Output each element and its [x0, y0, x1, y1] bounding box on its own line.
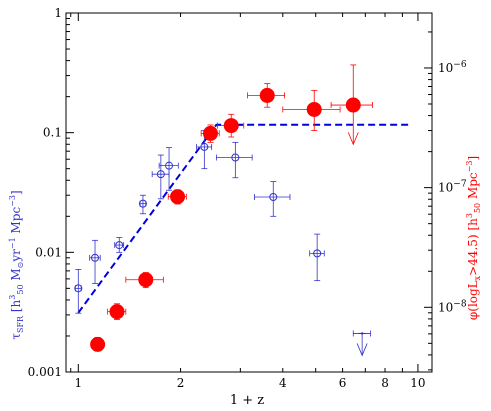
x-axis-label: 1 + z	[230, 393, 264, 408]
y-tick-label-left: 0.001	[28, 365, 62, 379]
qso-data-point	[202, 125, 218, 141]
y-tick-label-right: 10−7	[438, 180, 467, 195]
y-tick-label-left: 0.1	[43, 126, 62, 140]
qso-data-point	[306, 101, 322, 117]
upper-limit-arrow-head	[347, 132, 359, 146]
sfr-data-point	[313, 249, 322, 258]
y-tick-label-right: 10−6	[438, 60, 467, 75]
x-tick-label: 4	[279, 376, 287, 390]
chart-marks	[74, 64, 409, 357]
x-tick-label: 8	[381, 376, 389, 390]
model-dashed-line	[77, 123, 409, 314]
sfr-data-point	[360, 332, 364, 335]
qso-data-point	[90, 336, 106, 352]
sfr-data-point	[165, 161, 174, 170]
y-axis-label-left: τSFR [h350 M⊙yr−1 Mpc−3]	[8, 190, 25, 339]
x-tick-label: 1	[74, 376, 82, 390]
sfr-data-point	[231, 153, 240, 162]
x-tick-label: 6	[339, 376, 347, 390]
sfr-data-point	[200, 142, 209, 151]
qso-data-point	[259, 87, 275, 103]
upper-limit-arrow-head	[356, 343, 368, 357]
sfr-data-point	[156, 170, 165, 179]
qso-data-point	[170, 189, 186, 205]
sfr-data-point	[138, 199, 147, 208]
y-tick-label-left: 0.01	[35, 245, 62, 259]
sfr-data-point	[269, 192, 278, 201]
qso-data-point	[223, 118, 239, 134]
axis-ticks	[66, 12, 432, 373]
y-tick-label-right: 10−8	[438, 299, 467, 314]
qso-data-point	[109, 304, 125, 320]
x-tick-label: 2	[177, 376, 185, 390]
y-axis-label-right: φ(logLx>44.5) [h350 Mpc−3]	[465, 156, 482, 320]
x-tick-label: 10	[410, 376, 425, 390]
sfr-data-point	[74, 284, 83, 293]
sfr-data-point	[115, 241, 124, 250]
axis-labels: 1 + z 1 2 4 6 8 10 0.001 0.01 0.1 1 10−8 10−7 10−6 τS…	[8, 6, 482, 408]
sfr-data-point	[91, 253, 100, 262]
qso-data-point	[345, 97, 361, 113]
plot-frame	[65, 12, 433, 373]
qso-data-point	[138, 272, 154, 288]
y-tick-label-left: 1	[54, 6, 62, 20]
